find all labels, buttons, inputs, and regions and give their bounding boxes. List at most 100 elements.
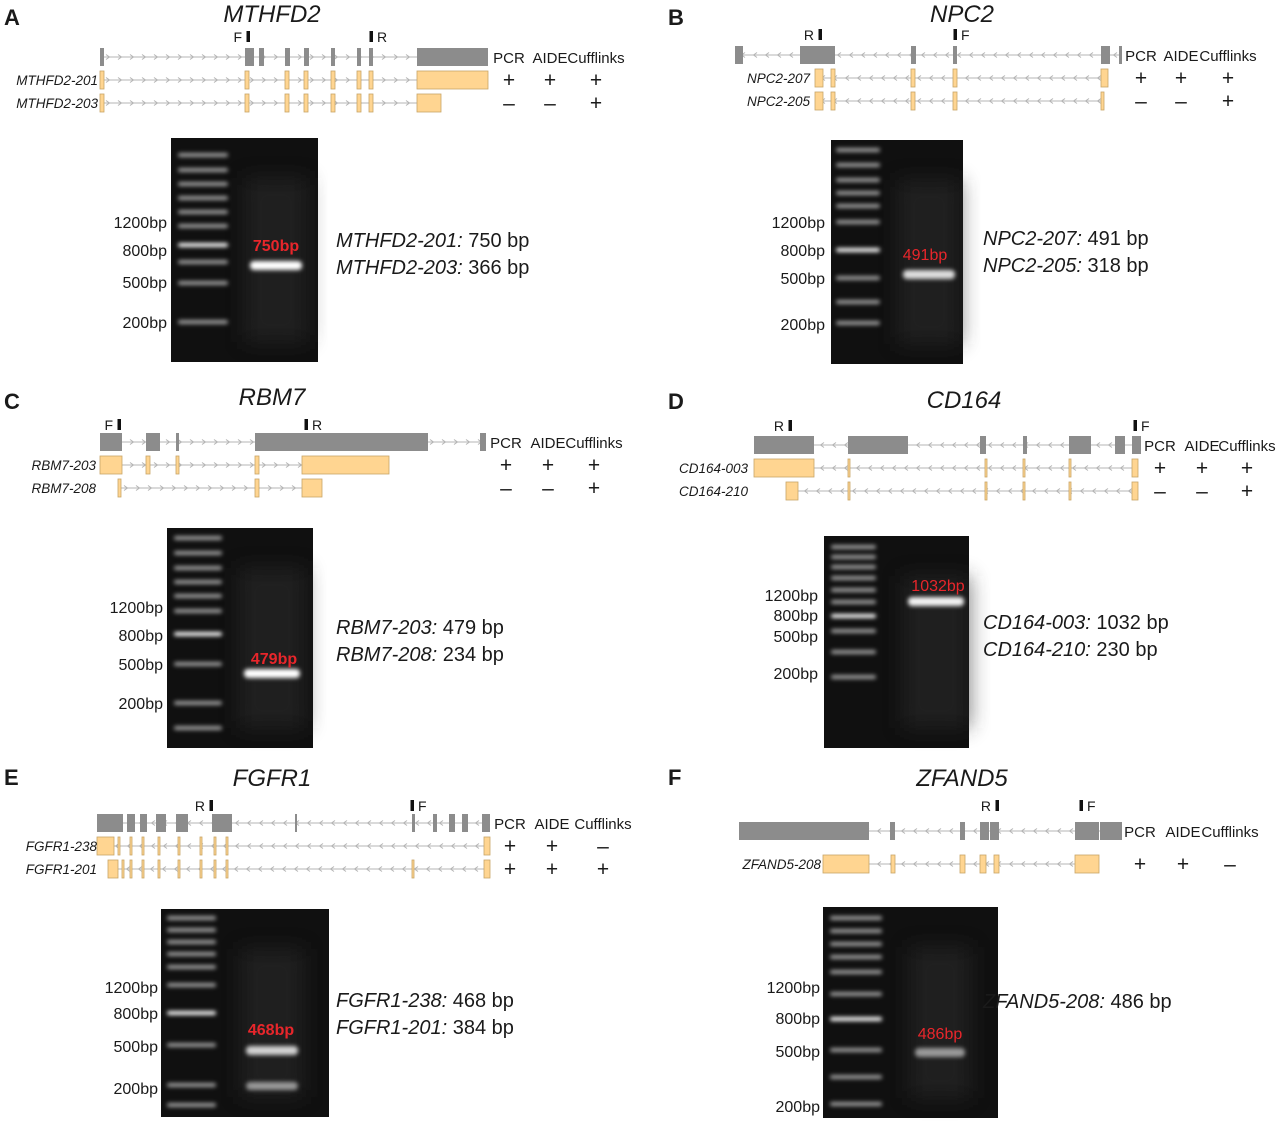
ladder-band [830,1075,882,1079]
intron-chevron [186,843,192,849]
isoform-name: NPC2-205 [747,94,811,109]
call-pcr: + [500,454,512,477]
intron-chevron [831,465,837,471]
exon-block [754,436,814,454]
intron-chevron [879,465,885,471]
intron-chevron [245,866,251,872]
intron-chevron [345,100,351,106]
intron-chevron [390,843,396,849]
intron-chevron [903,465,909,471]
intron-chevron [237,54,243,60]
intron-chevron [752,52,758,58]
intron-chevron [1047,465,1053,471]
intron-chevron [880,75,886,81]
panel-letter: C [4,389,20,414]
intron-chevron [1079,488,1085,494]
intron-chevron [1035,465,1041,471]
intron-chevron [1008,861,1014,867]
intron-chevron [293,866,299,872]
sample-band [250,261,302,270]
primer-marker [995,800,999,811]
intron-chevron [976,98,982,104]
intron-chevron [147,485,153,491]
intron-chevron [137,866,143,872]
call-cufflinks: + [1222,90,1234,113]
intron-chevron [234,843,240,849]
ladder-label: 500bp [776,1044,821,1061]
exon-block [980,436,986,454]
exon-block [785,481,799,501]
intron-chevron [940,75,946,81]
intron-chevron [177,54,183,60]
intron-chevron [1024,98,1030,104]
exon-block [911,46,916,64]
product-size: 750 bp [463,230,530,252]
intron-chevron [964,98,970,104]
intron-chevron [1011,442,1017,448]
call-cufflinks: – [1224,853,1236,876]
column-label-pcr: PCR [1144,438,1176,455]
intron-chevron [129,100,135,106]
ladder-band [167,965,216,969]
intron-chevron [270,843,276,849]
intron-chevron [165,462,171,468]
lane-smear [909,947,971,1098]
exon-block [483,859,491,879]
exon-block [830,68,836,88]
intron-chevron [426,820,432,826]
intron-chevron [354,843,360,849]
exon-block [141,836,145,856]
intron-chevron [1012,98,1018,104]
product-size-annotation: MTHFD2-201: 750 bp [336,230,529,252]
intron-chevron [153,100,159,106]
exon-block [127,814,135,832]
intron-chevron [995,488,1001,494]
intron-chevron [956,52,962,58]
exon-block [145,455,151,475]
intron-chevron [213,77,219,83]
ladder-band [178,196,228,200]
intron-chevron [141,100,147,106]
call-cufflinks: + [590,69,602,92]
intron-chevron [377,866,383,872]
intron-chevron [972,861,978,867]
intron-chevron [880,98,886,104]
call-aide: + [546,858,558,881]
call-cufflinks: + [588,477,600,500]
primer-label: R [195,798,205,814]
band-size-label: 486bp [918,1026,963,1043]
product-size: 234 bp [437,644,504,666]
exon-block [99,93,105,113]
intron-chevron [317,866,323,872]
gene-model-reference [97,814,490,832]
intron-chevron [237,439,243,445]
call-cufflinks: + [597,858,609,881]
ladder-label: 800bp [781,243,826,260]
band-size-label: 479bp [251,651,297,668]
intron-chevron [267,485,273,491]
intron-chevron [912,861,918,867]
call-pcr: + [504,835,516,858]
intron-chevron [378,820,384,826]
intron-chevron [341,866,347,872]
intron-chevron [1044,861,1050,867]
exon-block [254,478,260,498]
ladder-label: 200bp [114,1081,159,1098]
intron-chevron [1096,98,1102,104]
ladder-band [167,916,216,920]
intron-chevron [405,54,411,60]
intron-chevron [425,866,431,872]
intron-chevron [1072,98,1078,104]
isoform-track: FGFR1-201 + + + [26,858,609,881]
intron-chevron [867,465,873,471]
primer-marker [1133,420,1137,431]
product-size-annotation: ZFAND5-208: 486 bp [982,991,1172,1013]
exon-block [952,91,958,111]
isoform-name: RBM7-208 [31,481,96,496]
intron-chevron [764,52,770,58]
lane-smear [244,178,308,342]
exon-block [462,814,468,832]
intron-chevron [207,485,213,491]
intron-chevron [306,843,312,849]
